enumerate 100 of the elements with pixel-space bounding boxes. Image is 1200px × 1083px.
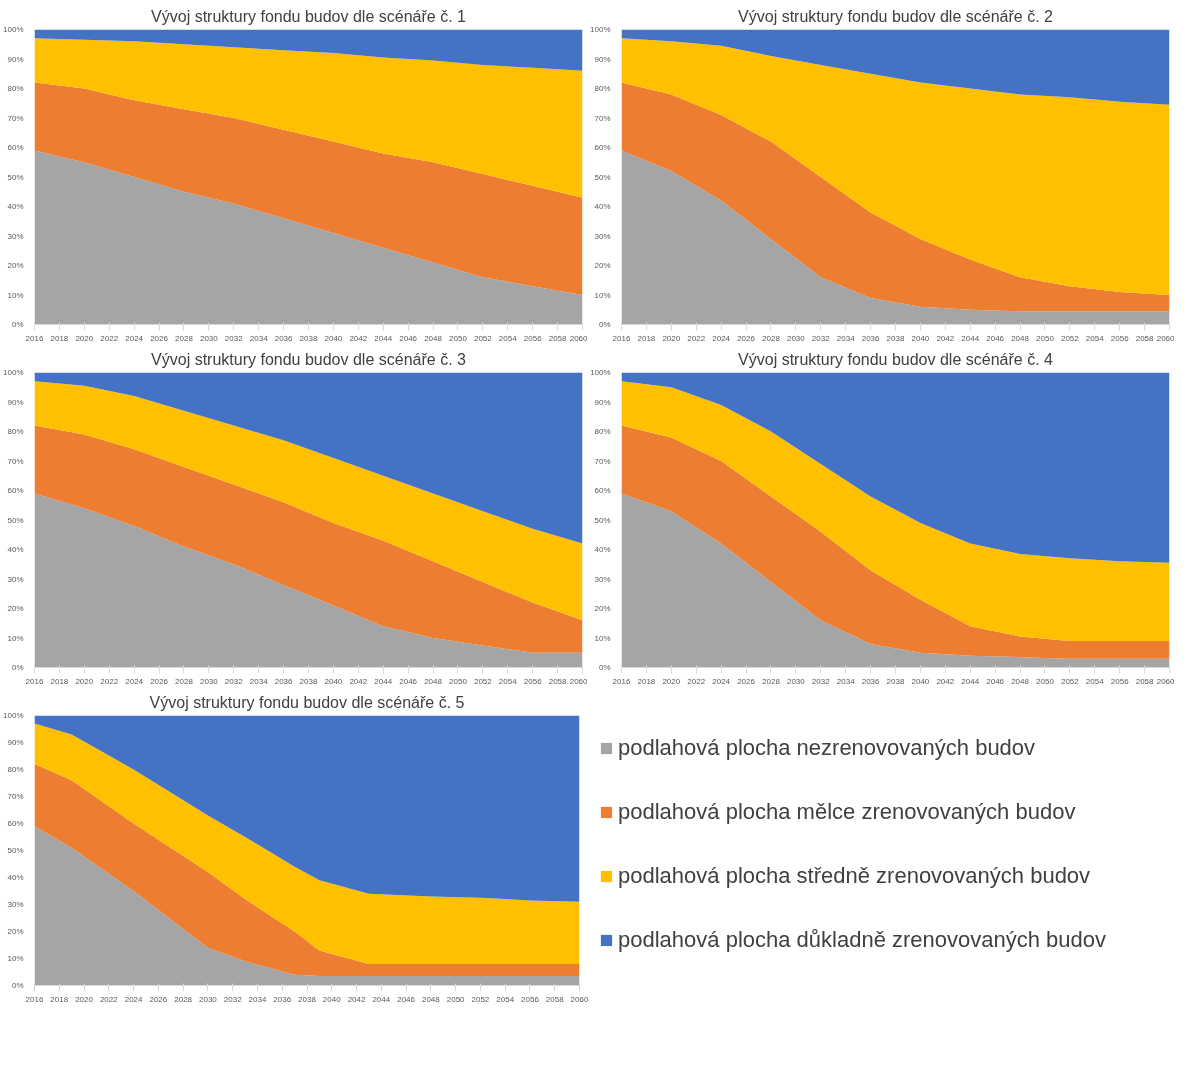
x-tick-label: 2026 bbox=[150, 333, 169, 343]
x-tick-label: 2028 bbox=[762, 676, 781, 686]
x-tick-label: 2060 bbox=[1156, 676, 1176, 686]
x-tick-label: 2016 bbox=[612, 333, 631, 343]
y-tick-label: 40% bbox=[594, 202, 611, 211]
x-tick-label: 2046 bbox=[399, 676, 418, 686]
x-tick-label: 2054 bbox=[498, 676, 518, 686]
y-tick-label: 40% bbox=[7, 545, 24, 554]
x-tick-label: 2022 bbox=[687, 676, 706, 686]
x-tick-label: 2028 bbox=[175, 676, 194, 686]
x-tick-label: 2024 bbox=[124, 994, 144, 1004]
chart-title: Vývoj struktury fondu budov dle scénáře č. 2 bbox=[738, 7, 1054, 25]
y-tick-label: 100% bbox=[590, 25, 611, 34]
x-tick-label: 2052 bbox=[1060, 676, 1080, 686]
y-tick-label: 70% bbox=[7, 113, 24, 123]
x-tick-label: 2042 bbox=[349, 333, 368, 343]
x-tick-label: 2022 bbox=[100, 676, 119, 686]
y-tick-label: 40% bbox=[7, 873, 24, 882]
x-tick-label: 2048 bbox=[424, 676, 443, 686]
x-tick-label: 2044 bbox=[961, 676, 980, 686]
y-tick-label: 100% bbox=[3, 711, 24, 720]
y-tick-label: 90% bbox=[7, 397, 24, 407]
y-tick-label: 80% bbox=[594, 84, 611, 93]
y-tick-label: 0% bbox=[598, 663, 611, 672]
x-tick-label: 2040 bbox=[324, 333, 343, 343]
x-tick-label: 2042 bbox=[347, 994, 366, 1004]
x-tick-label: 2034 bbox=[836, 676, 856, 686]
x-tick-label: 2022 bbox=[99, 994, 119, 1004]
x-tick-label: 2032 bbox=[223, 994, 243, 1004]
y-tick-label: 80% bbox=[7, 84, 24, 93]
x-tick-label: 2018 bbox=[637, 676, 656, 686]
x-tick-label: 2016 bbox=[25, 994, 44, 1004]
x-tick-label: 2028 bbox=[762, 333, 781, 343]
y-tick-label: 0% bbox=[11, 981, 24, 990]
x-tick-label: 2040 bbox=[911, 676, 930, 686]
x-tick-label: 2022 bbox=[687, 333, 706, 343]
y-tick-label: 0% bbox=[598, 320, 611, 329]
x-tick-label: 2044 bbox=[374, 333, 393, 343]
x-tick-label: 2060 bbox=[569, 333, 589, 343]
x-tick-label: 2016 bbox=[25, 676, 44, 686]
x-tick-label: 2052 bbox=[473, 676, 493, 686]
x-tick-label: 2050 bbox=[449, 333, 468, 343]
x-tick-label: 2058 bbox=[548, 333, 568, 343]
x-tick-label: 2044 bbox=[374, 676, 393, 686]
x-tick-label: 2044 bbox=[961, 333, 980, 343]
legend-label: podlahová plocha důkladně zrenovovaných budov bbox=[618, 927, 1107, 953]
y-tick-label: 90% bbox=[7, 54, 24, 64]
y-tick-label: 10% bbox=[7, 633, 24, 643]
x-tick-label: 2024 bbox=[125, 333, 144, 343]
y-tick-label: 80% bbox=[7, 427, 24, 436]
y-tick-label: 90% bbox=[594, 397, 611, 407]
x-tick-label: 2042 bbox=[936, 676, 955, 686]
x-tick-label: 2046 bbox=[399, 333, 418, 343]
chart-title: Vývoj struktury fondu budov dle scénáře č. 3 bbox=[151, 350, 467, 368]
y-tick-label: 50% bbox=[7, 172, 24, 182]
x-tick-label: 2024 bbox=[125, 676, 144, 686]
y-tick-label: 30% bbox=[7, 574, 24, 584]
y-tick-label: 20% bbox=[7, 927, 24, 936]
y-tick-label: 30% bbox=[594, 231, 611, 241]
x-tick-label: 2016 bbox=[25, 333, 44, 343]
x-tick-label: 2048 bbox=[1011, 676, 1030, 686]
x-tick-label: 2052 bbox=[471, 994, 490, 1004]
x-tick-label: 2054 bbox=[496, 994, 515, 1004]
x-tick-label: 2024 bbox=[712, 333, 731, 343]
x-tick-label: 2058 bbox=[1135, 333, 1155, 343]
x-tick-label: 2032 bbox=[811, 333, 831, 343]
x-tick-label: 2054 bbox=[1085, 676, 1105, 686]
x-tick-label: 2038 bbox=[886, 676, 905, 686]
x-tick-label: 2060 bbox=[569, 676, 589, 686]
y-tick-label: 30% bbox=[594, 574, 611, 584]
x-tick-label: 2050 bbox=[449, 676, 468, 686]
x-tick-label: 2060 bbox=[570, 994, 589, 1004]
x-tick-label: 2058 bbox=[1135, 676, 1155, 686]
x-tick-label: 2028 bbox=[175, 333, 194, 343]
x-tick-label: 2020 bbox=[75, 994, 94, 1004]
x-tick-label: 2034 bbox=[249, 676, 269, 686]
x-tick-label: 2032 bbox=[224, 333, 244, 343]
y-tick-label: 70% bbox=[594, 456, 611, 466]
x-tick-label: 2028 bbox=[174, 994, 193, 1004]
y-tick-label: 50% bbox=[594, 515, 611, 525]
y-tick-label: 50% bbox=[7, 846, 24, 855]
y-tick-label: 20% bbox=[594, 604, 611, 613]
x-tick-label: 2050 bbox=[1036, 333, 1055, 343]
x-tick-label: 2048 bbox=[1011, 333, 1030, 343]
y-tick-label: 10% bbox=[594, 633, 611, 643]
y-tick-label: 40% bbox=[7, 202, 24, 211]
x-tick-label: 2022 bbox=[100, 333, 119, 343]
legend-label: podlahová plocha středně zrenovovaných budov bbox=[618, 863, 1091, 889]
y-tick-label: 20% bbox=[594, 261, 611, 270]
x-tick-label: 2032 bbox=[811, 676, 831, 686]
y-tick-label: 10% bbox=[7, 290, 24, 300]
x-tick-label: 2040 bbox=[322, 994, 342, 1004]
x-tick-label: 2040 bbox=[324, 676, 343, 686]
x-tick-label: 2038 bbox=[299, 676, 318, 686]
x-tick-label: 2026 bbox=[150, 676, 169, 686]
x-tick-label: 2046 bbox=[397, 994, 416, 1004]
chart-title: Vývoj struktury fondu budov dle scénáře č. 4 bbox=[738, 350, 1054, 368]
y-tick-label: 40% bbox=[594, 545, 611, 554]
y-tick-label: 50% bbox=[7, 515, 24, 525]
x-tick-label: 2038 bbox=[299, 333, 318, 343]
